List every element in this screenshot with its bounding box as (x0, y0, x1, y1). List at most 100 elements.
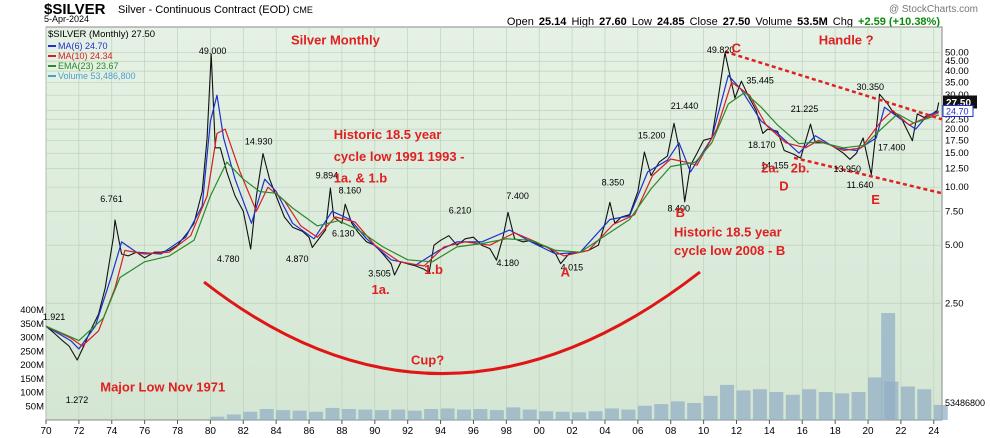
price-label: 4.870 (286, 254, 309, 264)
x-tick-label: 24 (928, 426, 940, 437)
legend-item-label: EMA(23) 23.67 (58, 61, 119, 71)
x-tick-label: 82 (238, 426, 250, 437)
volume-bar (802, 389, 817, 420)
volume-tick-label: 250M (20, 346, 44, 357)
volume-value: 53.5M (797, 16, 828, 28)
x-tick-label: 16 (797, 426, 809, 437)
high-value: 27.60 (599, 16, 627, 28)
volume-bar (884, 381, 899, 420)
volume-bars (210, 312, 948, 420)
x-tick-label: 76 (139, 426, 151, 437)
series-line (45, 91, 939, 342)
volume-bar (604, 408, 619, 420)
x-tick-label: 02 (567, 426, 579, 437)
price-label: 8.160 (339, 185, 362, 195)
y-tick-label: 15.00 (945, 148, 969, 159)
price-label: 49.000 (199, 46, 227, 56)
volume-bar (226, 414, 241, 420)
open-label: Open (506, 16, 534, 28)
price-label: 13.950 (833, 164, 861, 174)
price-label: 18.170 (748, 140, 776, 150)
x-tick-label: 78 (172, 426, 184, 437)
y-tick-label: 10.00 (945, 182, 969, 193)
volume-bar (210, 416, 225, 420)
x-tick-label: 88 (336, 426, 348, 437)
symbol-title: $SILVER (44, 1, 106, 18)
annotation-text: Historic 18.5 year (674, 224, 782, 239)
price-label: 4.180 (496, 258, 519, 268)
volume-bar (703, 395, 718, 420)
price-label: 35.445 (746, 75, 774, 85)
price-label: 21.225 (791, 104, 819, 114)
y-tick-label: 22.50 (945, 114, 969, 125)
volume-tick-label: 50M (26, 401, 45, 412)
volume-bar (621, 409, 636, 420)
annotation-text: 2a. (761, 161, 779, 176)
x-tick-label: 12 (731, 426, 743, 437)
volume-bar (522, 409, 537, 420)
volume-bar (473, 409, 488, 420)
x-tick-label: 22 (895, 426, 907, 437)
annotation-text: 1a. & 1.b (334, 170, 388, 185)
y-tick-label: 45.00 (945, 56, 969, 67)
cup-arc (203, 270, 701, 376)
price-label: 6.761 (100, 194, 123, 204)
volume-bar (391, 409, 406, 420)
price-label: 8.400 (667, 203, 690, 213)
x-tick-label: 84 (271, 426, 283, 437)
volume-bar (292, 410, 307, 420)
price-label: 9.894 (316, 170, 339, 180)
price-label: 14.155 (761, 160, 789, 170)
exchange-text: CME (292, 5, 313, 15)
annotation-text: Major Low Nov 1971 (100, 380, 225, 395)
annotation-text: Cup? (411, 353, 444, 368)
annotation-text: E (871, 192, 880, 207)
volume-tick-label: 200M (20, 360, 44, 371)
volume-tick-label: 400M (20, 305, 44, 316)
volume-bar (325, 407, 340, 420)
price-label: 17.400 (878, 142, 906, 152)
x-tick-label: 98 (501, 426, 513, 437)
annotation-text: 1a. (372, 282, 390, 297)
price-label: 6.210 (449, 206, 472, 216)
volume-bar (424, 409, 439, 420)
x-tick-label: 94 (435, 426, 447, 437)
volume-bar (670, 401, 685, 420)
volume-bar (868, 377, 882, 420)
volume-tick-label: 350M (20, 319, 44, 330)
volume-tick-label: 300M (20, 333, 44, 344)
ma-last-box (942, 104, 974, 117)
annotation-text: cycle low 2008 - B (674, 243, 785, 258)
volume-bar (933, 404, 948, 420)
plot-area (45, 26, 943, 421)
legend: $SILVER (Monthly) 27.50 MA(6) 24.70MA(10… (48, 29, 155, 81)
legend-item-label: MA(10) 24.34 (58, 51, 113, 61)
y-tick-label: 20.00 (945, 124, 969, 135)
volume-bar (555, 411, 570, 420)
price-label: 4.015 (561, 262, 584, 272)
volume-bar (736, 390, 751, 420)
price-label: 1.921 (43, 312, 66, 322)
price-label: 30.350 (857, 82, 885, 92)
ohlc-stats: Open 25.14 High 27.60 Low 24.85 Close 27… (505, 16, 940, 28)
volume-bar (637, 405, 652, 420)
y-tick-label: 40.00 (945, 66, 969, 77)
volume-bar (769, 392, 784, 420)
volume-bar (818, 392, 833, 420)
chart-date: 5-Apr-2024 (44, 14, 90, 24)
price-label: 8.350 (602, 178, 625, 188)
volume-bar (489, 410, 504, 420)
annotation-text: Historic 18.5 year (334, 127, 442, 142)
last-price-label: 27.50 (946, 98, 971, 109)
close-label: Close (689, 16, 718, 28)
volume-bar (506, 407, 521, 420)
x-tick-label: 00 (534, 426, 546, 437)
x-tick-label: 20 (862, 426, 874, 437)
price-label: 3.505 (368, 268, 391, 278)
trend-lines (724, 50, 943, 195)
annotation-text: D (779, 179, 788, 194)
volume-bar (785, 394, 800, 420)
x-tick-label: 86 (303, 426, 315, 437)
volume-bar (900, 386, 915, 420)
